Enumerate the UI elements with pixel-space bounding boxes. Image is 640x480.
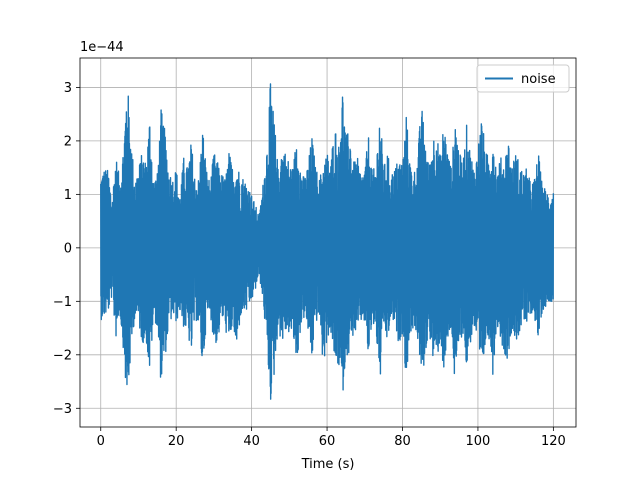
x-tick-label: 100 xyxy=(466,434,491,449)
y-tick-label: −1 xyxy=(53,295,72,310)
x-tick-label: 80 xyxy=(394,434,411,449)
y-tick-label: 0 xyxy=(64,241,72,256)
x-tick-label: 40 xyxy=(243,434,260,449)
y-tick-label: −3 xyxy=(53,402,72,417)
x-tick-label: 60 xyxy=(319,434,336,449)
y-axis-offset-label: 1e−44 xyxy=(80,40,124,55)
y-axis: −3 −2 −1 0 1 2 3 xyxy=(53,81,80,417)
axes-frame xyxy=(79,57,577,428)
series-noise-line xyxy=(100,83,555,400)
x-axis-label: Time (s) xyxy=(301,457,355,472)
legend: noise xyxy=(476,64,570,93)
legend-label-noise: noise xyxy=(521,72,556,87)
y-tick-label: 3 xyxy=(64,81,72,96)
y-tick-label: −2 xyxy=(53,348,72,363)
y-tick-label: 1 xyxy=(64,188,72,203)
x-tick-label: 0 xyxy=(97,434,105,449)
legend-box xyxy=(476,64,570,93)
series-noise xyxy=(100,83,555,400)
x-tick-label: 20 xyxy=(168,434,185,449)
x-axis: 0 20 40 60 80 100 120 xyxy=(97,427,566,449)
x-tick-label: 120 xyxy=(541,434,566,449)
y-tick-label: 2 xyxy=(64,134,72,149)
